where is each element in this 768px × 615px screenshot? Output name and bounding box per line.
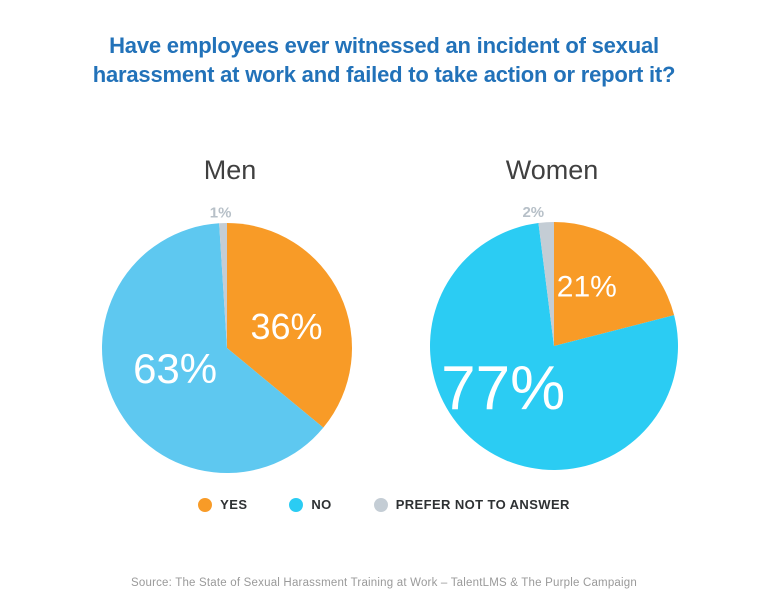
legend-label: NO: [311, 497, 332, 512]
pie-value-label-men-prefer-not-to-answer: 1%: [210, 205, 232, 222]
legend-label: YES: [220, 497, 248, 512]
pie-slice-no: [101, 223, 324, 474]
legend: YES NO PREFER NOT TO ANSWER: [0, 497, 768, 512]
legend-dot-no: [289, 497, 304, 512]
pie-value-label-men-no: 63%: [133, 345, 217, 392]
legend-item-yes: YES: [198, 497, 247, 512]
pie-title-women: Women: [505, 155, 599, 185]
pie-slice-no: [429, 222, 678, 471]
legend-dot-prefer-not-to-answer: [373, 497, 388, 512]
pie-value-label-women-prefer-not-to-answer: 2%: [522, 204, 544, 221]
legend-dot-yes: [198, 497, 213, 512]
pie-value-label-women-yes: 21%: [557, 271, 617, 304]
pie-chart-men: 36% 63% 1%: [101, 205, 352, 474]
pie-chart-women: 21% 77% 2%: [429, 204, 678, 471]
pie-slice-yes: [554, 222, 675, 346]
pie-slice-prefer-not-to-answer: [538, 222, 554, 346]
pie-title-men: Men: [203, 155, 257, 185]
pie-slice-prefer-not-to-answer: [219, 223, 227, 348]
legend-item-prefer-not-to-answer: PREFER NOT TO ANSWER: [373, 497, 570, 512]
legend-label: PREFER NOT TO ANSWER: [395, 497, 570, 512]
source-text: Source: The State of Sexual Harassment T…: [131, 577, 637, 589]
pie-value-label-men-yes: 36%: [250, 306, 322, 347]
legend-item-no: NO: [289, 497, 331, 512]
figure-title: Have employees ever witnessed an inciden…: [92, 33, 676, 87]
pie-value-label-women-no: 77%: [441, 354, 565, 423]
pie-slice-yes: [227, 223, 352, 428]
